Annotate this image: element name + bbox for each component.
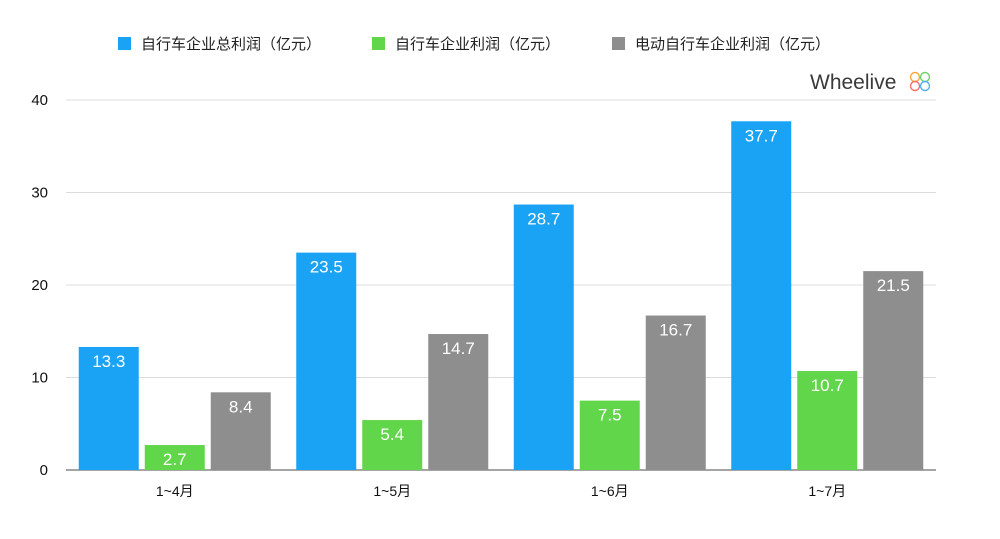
- legend: 自行车企业总利润（亿元） 自行车企业利润（亿元） 电动自行车企业利润（亿元）: [118, 35, 830, 53]
- legend-label: 自行车企业利润（亿元）: [395, 35, 560, 53]
- brand-name: Wheelive: [810, 71, 896, 94]
- bar: [863, 271, 924, 470]
- data-label: 21.5: [877, 276, 910, 295]
- legend-label: 电动自行车企业利润（亿元）: [635, 35, 830, 53]
- legend-swatch: [118, 37, 131, 50]
- x-tick-label: 1~6月: [591, 483, 629, 499]
- data-label: 2.7: [163, 450, 187, 469]
- legend-swatch: [612, 37, 625, 50]
- y-tick-label: 20: [31, 277, 48, 294]
- bar: [210, 392, 271, 470]
- data-label: 23.5: [310, 258, 343, 277]
- bar: [144, 445, 205, 470]
- data-label: 7.5: [598, 406, 622, 425]
- x-tick-label: 1~4月: [156, 483, 194, 499]
- data-label: 28.7: [527, 210, 560, 229]
- y-tick-label: 0: [40, 462, 48, 479]
- legend-swatch: [372, 37, 385, 50]
- legend-label: 自行车企业总利润（亿元）: [141, 35, 321, 53]
- x-tick-label: 1~7月: [808, 483, 846, 499]
- y-tick-label: 30: [31, 185, 48, 202]
- legend-item: 自行车企业总利润（亿元）: [118, 35, 321, 53]
- y-tick-label: 40: [31, 92, 48, 109]
- bar: [579, 400, 640, 470]
- bar: [645, 315, 706, 470]
- brand-logo: Wheelive: [810, 71, 931, 94]
- legend-item: 电动自行车企业利润（亿元）: [612, 35, 830, 53]
- data-label: 8.4: [229, 397, 253, 416]
- bars: [78, 121, 924, 471]
- x-tick-label: 1~5月: [373, 483, 411, 499]
- y-tick-label: 10: [31, 370, 48, 387]
- bar: [78, 346, 139, 470]
- data-label: 14.7: [442, 339, 475, 358]
- bar: [513, 204, 574, 470]
- bar: [797, 371, 858, 470]
- data-label: 10.7: [811, 376, 844, 395]
- bar: [428, 334, 489, 470]
- data-label: 5.4: [380, 425, 404, 444]
- y-axis-ticks: 0 10 20 30 40: [31, 92, 48, 479]
- data-label: 37.7: [745, 126, 778, 145]
- data-labels: 13.3 2.7 8.4 23.5 5.4 14.7 28.7 7.5 16.7 37.7 10.7…: [92, 126, 910, 469]
- data-label: 13.3: [92, 352, 125, 371]
- bar: [296, 252, 357, 470]
- legend-item: 自行车企业利润（亿元）: [372, 35, 560, 53]
- x-axis-ticks: 1~4月 1~5月 1~6月 1~7月: [156, 483, 846, 499]
- brand-rings-icon: [909, 71, 931, 92]
- data-label: 16.7: [659, 321, 692, 340]
- bar: [362, 420, 423, 470]
- bar: [731, 121, 792, 471]
